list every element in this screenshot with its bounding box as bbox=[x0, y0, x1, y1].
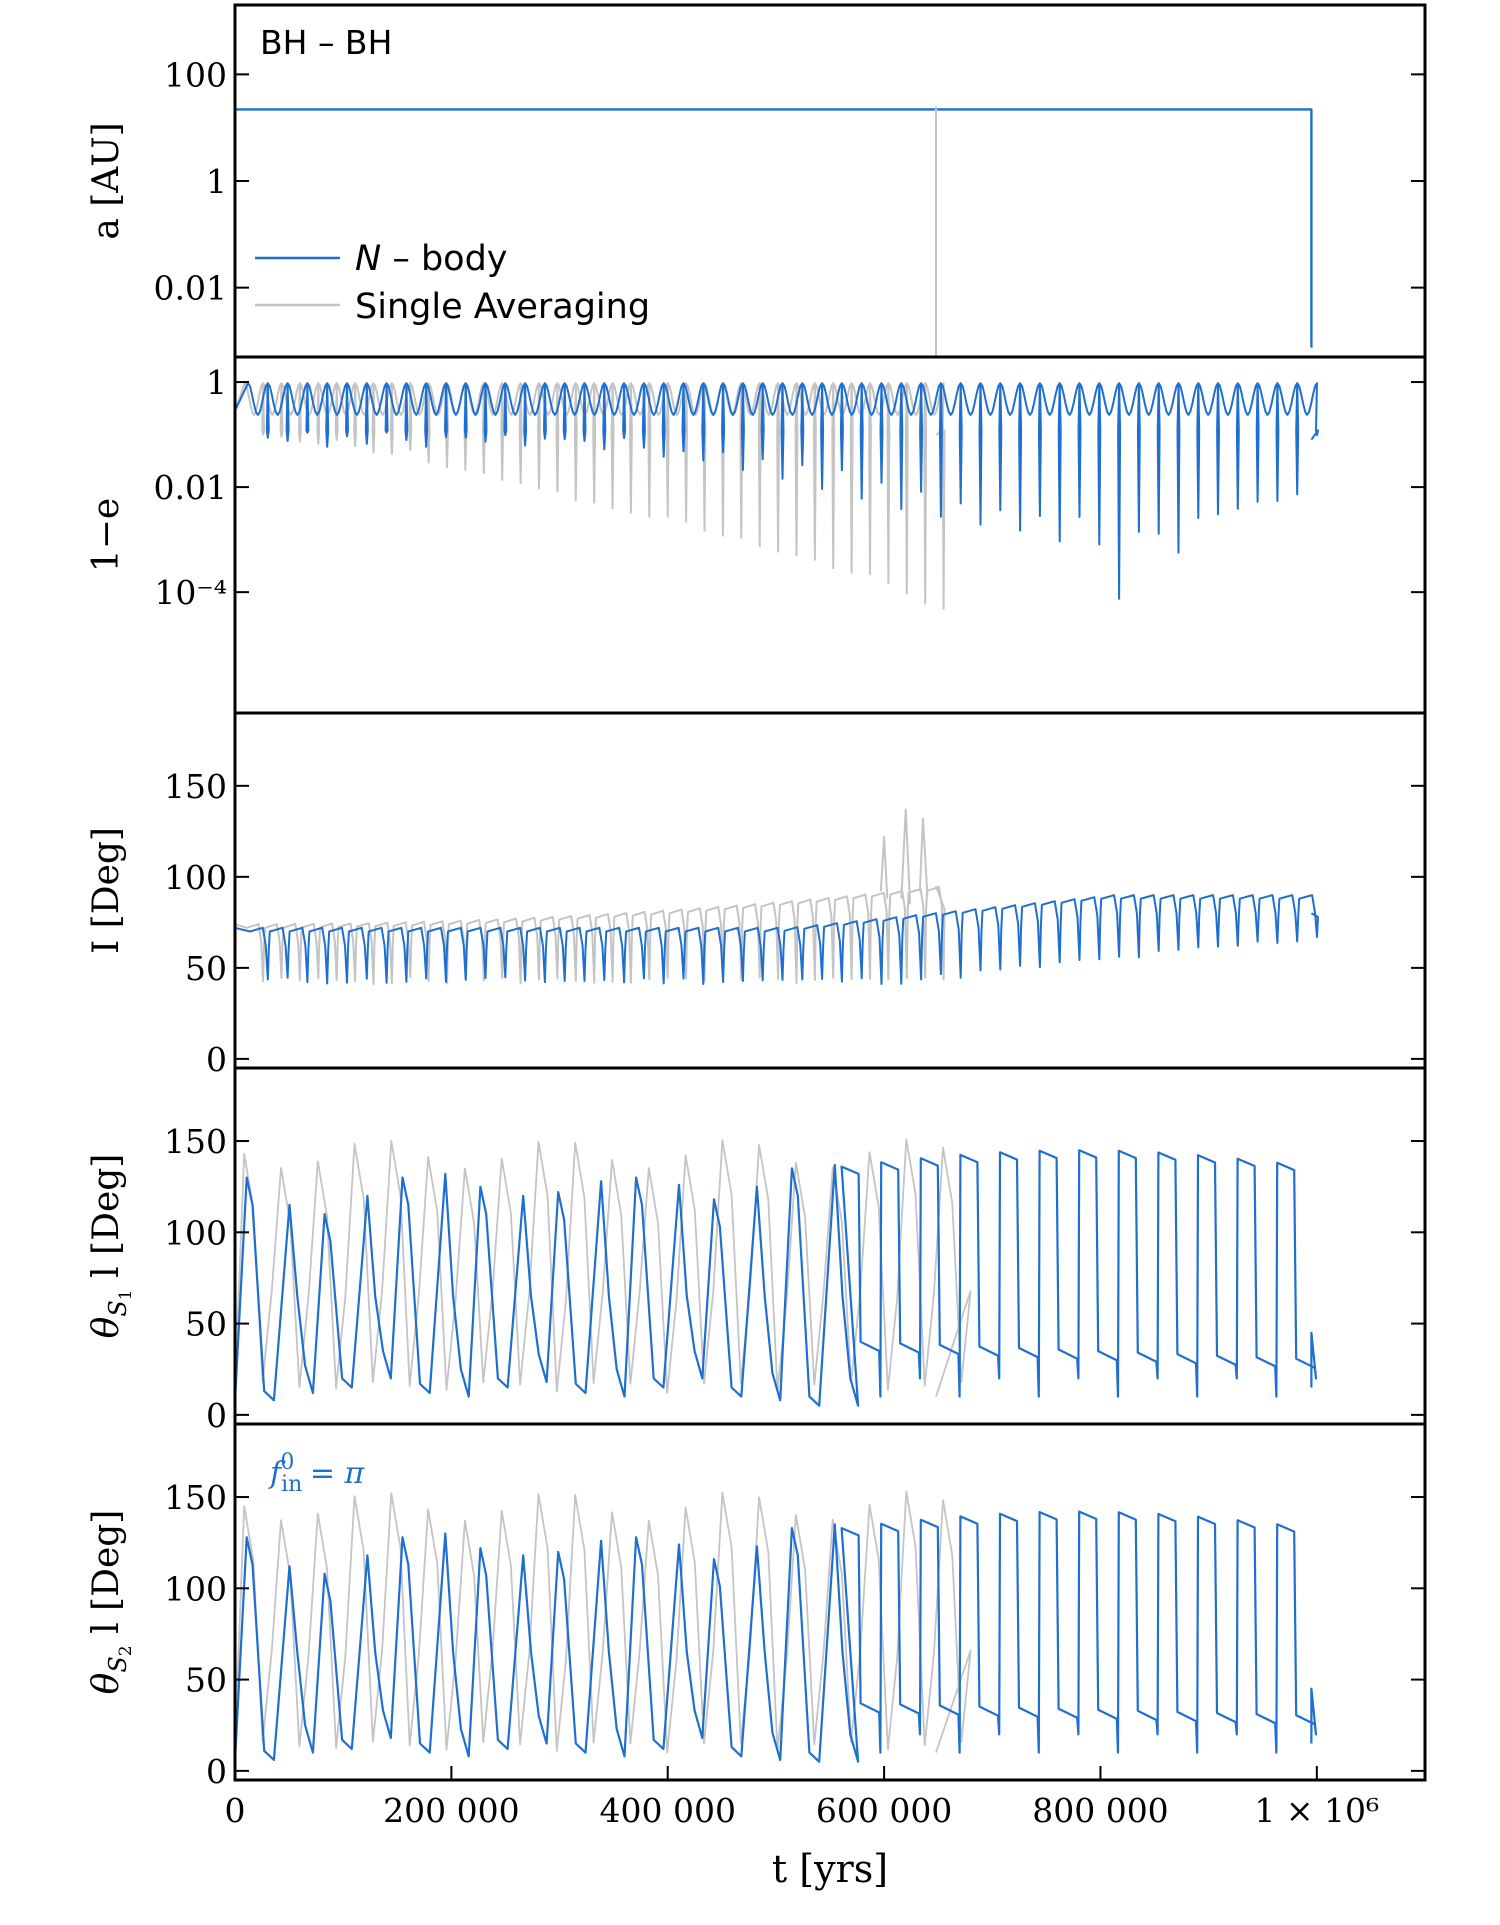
plot-area-e bbox=[235, 382, 1319, 610]
ylabel-theta1-tail: l [Deg] bbox=[86, 1154, 127, 1290]
ytick-label-e-2: 10⁻⁴ bbox=[154, 573, 227, 612]
series-single-averaging-theta2 bbox=[235, 1490, 972, 1754]
xtick-label-4: 800 000 bbox=[1032, 1791, 1168, 1830]
ylabel-theta1-subsub: 1 bbox=[116, 1289, 136, 1300]
ytick-label-a-1: 1 bbox=[206, 162, 227, 201]
panel-theta2: 150 100 50 0 θS2 l [Deg] 0 200 000 400 000 600 0… bbox=[86, 1422, 1427, 1891]
ytick-label-theta2-1: 100 bbox=[164, 1569, 227, 1608]
ytick-label-theta1-1: 100 bbox=[164, 1213, 227, 1252]
ytick-label-theta1-0: 150 bbox=[164, 1122, 227, 1161]
ytick-label-I-0: 150 bbox=[164, 767, 227, 806]
series-nbody-e bbox=[235, 382, 1319, 600]
annotation-sup: 0 bbox=[280, 1450, 294, 1475]
panel-frame-theta2 bbox=[233, 1422, 1427, 1782]
legend-label-nbody-italic: N bbox=[355, 239, 381, 279]
series-single-averaging-e bbox=[235, 382, 946, 610]
ylabel-theta1: θS1 l [Deg] bbox=[86, 1154, 136, 1339]
annotation-rest: = π bbox=[300, 1456, 365, 1491]
ytick-label-theta2-2: 50 bbox=[185, 1661, 227, 1700]
annotation-sub: in bbox=[281, 1472, 302, 1497]
panel-frame-I bbox=[233, 711, 1427, 1070]
ylabel-theta2-tail: l [Deg] bbox=[86, 1510, 127, 1646]
ylabel-theta2-subsub: 2 bbox=[116, 1645, 136, 1656]
legend-label-single: Single Averaging bbox=[355, 287, 650, 327]
xtick-label-0: 0 bbox=[225, 1791, 246, 1830]
plot-area-I bbox=[235, 808, 1319, 986]
panel-I: 150 100 50 0 I [Deg] bbox=[86, 711, 1427, 1079]
xlabel: t [yrs] bbox=[772, 1847, 888, 1891]
series-nbody-I bbox=[235, 894, 1319, 985]
ytick-label-theta1-3: 0 bbox=[206, 1396, 227, 1435]
ylabel-a: a [AU] bbox=[86, 122, 127, 239]
single-spike-3 bbox=[918, 817, 929, 896]
initial-phase-annotation: fin0 = π bbox=[268, 1450, 366, 1497]
ytick-label-a-2: 0.01 bbox=[154, 269, 227, 308]
panel-label: BH – BH bbox=[260, 23, 392, 62]
ytick-label-I-2: 50 bbox=[185, 949, 227, 988]
ylabel-e: 1−e bbox=[86, 498, 127, 572]
panel-theta1: 150 100 50 0 θS1 l [Deg] bbox=[86, 1066, 1427, 1435]
xtick-label-5: 1 × 10⁶ bbox=[1254, 1791, 1379, 1830]
legend: N – body Single Averaging bbox=[255, 239, 650, 327]
single-spike-1 bbox=[879, 835, 889, 899]
ylabel-theta1-sub: S bbox=[104, 1300, 132, 1316]
ylabel-theta2-theta: θ bbox=[86, 1672, 127, 1694]
series-nbody-theta2 bbox=[235, 1510, 1318, 1763]
ylabel-theta2-sub: S bbox=[104, 1656, 132, 1672]
xtick-label-3: 600 000 bbox=[816, 1791, 952, 1830]
series-single-averaging-theta1 bbox=[235, 1138, 972, 1397]
ytick-label-I-3: 0 bbox=[206, 1040, 227, 1079]
single-spike-2 bbox=[900, 808, 912, 905]
ytick-label-e-0: 1 bbox=[206, 363, 227, 402]
panel-e: 1 0.01 10⁻⁴ 1−e bbox=[86, 355, 1427, 715]
series-single-averaging-I bbox=[235, 885, 946, 986]
legend-label-nbody-rest: – body bbox=[381, 239, 507, 279]
ytick-label-e-1: 0.01 bbox=[154, 468, 227, 507]
xtick-label-1: 200 000 bbox=[383, 1791, 519, 1830]
series-nbody-a bbox=[235, 108, 1313, 348]
ylabel-theta2: θS2 l [Deg] bbox=[86, 1510, 136, 1695]
legend-label-nbody: N – body bbox=[355, 239, 508, 279]
plot-area-a bbox=[235, 106, 1313, 357]
ytick-label-a-0: 100 bbox=[164, 55, 227, 94]
ytick-label-theta1-2: 50 bbox=[185, 1305, 227, 1344]
ylabel-I: I [Deg] bbox=[86, 827, 127, 954]
ytick-label-theta2-0: 150 bbox=[164, 1478, 227, 1517]
panel-a: 100 1 0.01 a [AU] bbox=[86, 3, 1427, 359]
plot-area-theta1 bbox=[235, 1138, 1318, 1407]
ylabel-theta1-theta: θ bbox=[86, 1316, 127, 1338]
ytick-label-I-1: 100 bbox=[164, 858, 227, 897]
ytick-label-theta2-3: 0 bbox=[206, 1752, 227, 1791]
xtick-label-2: 400 000 bbox=[599, 1791, 735, 1830]
plot-area-theta2 bbox=[235, 1490, 1318, 1763]
series-nbody-theta1 bbox=[235, 1149, 1318, 1407]
